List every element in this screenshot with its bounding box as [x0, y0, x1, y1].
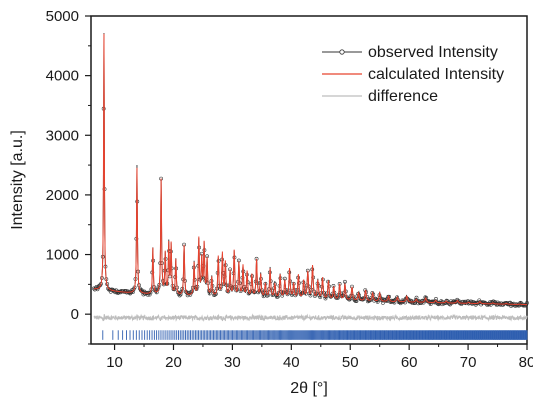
- observed-point: [95, 287, 100, 292]
- observed-point: [422, 298, 427, 303]
- y-axis-title: Intensity [a.u.]: [9, 130, 26, 230]
- y-tick-label: 1000: [46, 247, 79, 264]
- x-tick-label: 80: [519, 354, 533, 371]
- x-tick-label: 70: [460, 354, 477, 371]
- calculated-line: [93, 33, 528, 306]
- observed-point: [478, 300, 483, 305]
- x-tick-label: 10: [106, 354, 123, 371]
- y-tick-label: 2000: [46, 187, 79, 204]
- legend-item-calculated: calculated Intensity: [322, 66, 504, 83]
- legend-item-observed: observed Intensity: [322, 44, 498, 61]
- x-tick-label: 20: [165, 354, 182, 371]
- observed-point: [347, 297, 352, 302]
- x-tick-label: 40: [283, 354, 300, 371]
- y-tick-label: 5000: [46, 8, 79, 25]
- observed-point: [194, 287, 199, 291]
- observed-point: [343, 279, 347, 284]
- plot-frame: [90, 15, 528, 345]
- calculated-series: [93, 33, 528, 306]
- legend-item-difference: difference: [322, 88, 438, 105]
- difference-line: [93, 313, 528, 322]
- legend-label-calculated: calculated Intensity: [368, 66, 504, 83]
- observed-point: [213, 292, 217, 297]
- observed-point: [115, 290, 119, 295]
- observed-point: [146, 290, 151, 295]
- difference-series: [93, 313, 528, 322]
- observed-point: [476, 300, 481, 305]
- x-axis: 10 20 30 40 50 60 70 80: [106, 344, 533, 371]
- observed-point: [453, 300, 458, 305]
- y-tick-label: 4000: [46, 68, 79, 85]
- legend-label-difference: difference: [368, 88, 438, 105]
- y-axis: 0 1000 2000 3000 4000 5000: [46, 8, 91, 345]
- x-axis-title: 2θ [°]: [290, 380, 328, 397]
- y-tick-label: 0: [71, 306, 79, 323]
- observed-point: [487, 302, 491, 307]
- legend: observed Intensity calculated Intensity …: [322, 44, 504, 105]
- x-tick-label: 60: [401, 354, 418, 371]
- observed-point: [397, 300, 402, 305]
- legend-marker-observed: [339, 49, 345, 55]
- observed-point: [485, 302, 490, 307]
- x-tick-label: 50: [342, 354, 359, 371]
- y-tick-label: 3000: [46, 127, 79, 144]
- observed-point: [121, 289, 126, 294]
- plot-area: [90, 15, 529, 345]
- observed-point: [490, 300, 495, 305]
- observed-point: [523, 303, 528, 308]
- observed-point: [247, 290, 252, 295]
- reflection-markers: [102, 330, 528, 340]
- observed-point: [114, 288, 118, 293]
- x-tick-label: 30: [224, 354, 241, 371]
- observed-point: [515, 303, 520, 307]
- legend-label-observed: observed Intensity: [368, 44, 498, 61]
- observed-point: [419, 301, 423, 305]
- observed-point: [432, 299, 437, 304]
